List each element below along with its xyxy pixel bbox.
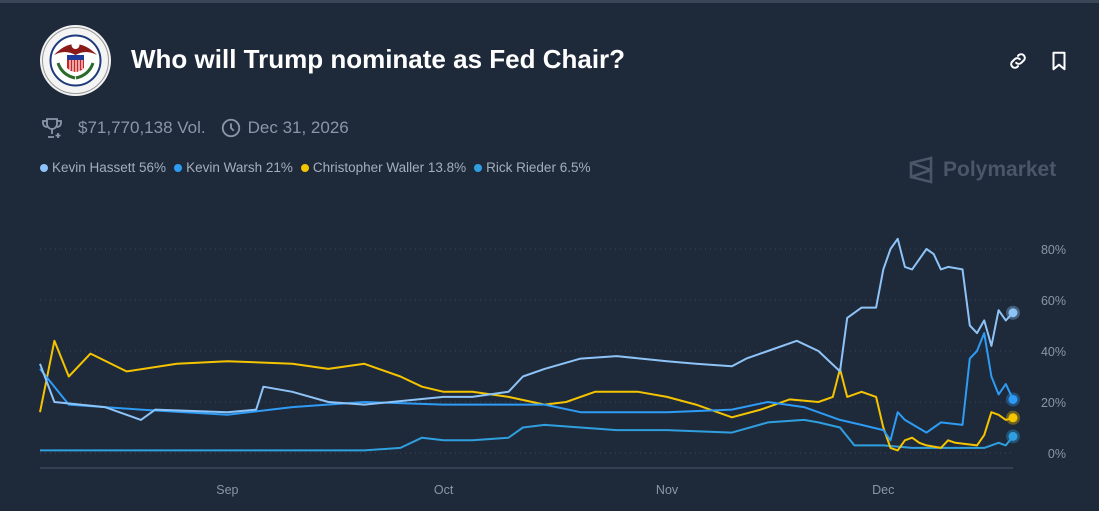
series-line-kevin-warsh (39, 332, 1014, 442)
legend-dot (40, 163, 48, 172)
trophy-icon (42, 118, 62, 138)
x-tick-label: Sep (216, 483, 238, 497)
series-line-rick-rieder (40, 418, 1014, 452)
series-line-christopher-waller (39, 339, 1014, 452)
end-point-marker (1008, 413, 1018, 423)
end-point-marker (1008, 308, 1018, 318)
legend-label: Kevin Hassett 56% (52, 160, 167, 175)
volume: $71,770,138 Vol. (78, 118, 206, 137)
legend-item: Christopher Waller 13.8% (300, 160, 467, 175)
legend-dot (474, 163, 483, 172)
y-tick-label: 60% (1041, 294, 1066, 308)
legend-label: Christopher Waller 13.8% (312, 160, 467, 175)
y-tick-label: 20% (1041, 396, 1066, 410)
y-tick-label: 40% (1041, 345, 1066, 359)
clock-icon (221, 118, 240, 138)
series-line-kevin-hassett (39, 237, 1014, 421)
chart-legend: Kevin Hassett 56% Kevin Warsh 21% Christ… (40, 160, 598, 175)
y-tick-label: 0% (1048, 447, 1066, 461)
x-tick-label: Dec (872, 483, 894, 497)
copy-link-button[interactable] (1007, 50, 1029, 72)
polymarket-watermark: Polymarket (908, 156, 1056, 184)
polymarket-logo-icon (909, 156, 933, 184)
bookmark-button[interactable] (1048, 50, 1070, 72)
x-tick-label: Nov (656, 483, 679, 497)
fed-seal-logo (40, 25, 111, 96)
y-tick-label: 80% (1041, 243, 1066, 257)
legend-item: Kevin Warsh 21% (174, 160, 293, 175)
legend-label: Kevin Warsh 21% (186, 160, 293, 175)
x-tick-label: Oct (434, 483, 454, 497)
market-meta: $71,770,138 Vol. Dec 31, 2026 (40, 116, 363, 140)
legend-dot (300, 163, 309, 172)
top-border (0, 0, 1099, 3)
legend-item: Kevin Hassett 56% (40, 160, 166, 175)
legend-label: Rick Rieder 6.5% (486, 160, 591, 175)
page-title: Who will Trump nominate as Fed Chair? (131, 44, 626, 74)
link-icon (1010, 53, 1026, 69)
end-date: Dec 31, 2026 (247, 118, 349, 137)
legend-dot (174, 163, 183, 172)
end-point-marker (1008, 394, 1018, 404)
bookmark-icon (1052, 51, 1066, 71)
end-point-marker (1008, 431, 1018, 441)
legend-item: Rick Rieder 6.5% (474, 160, 590, 175)
